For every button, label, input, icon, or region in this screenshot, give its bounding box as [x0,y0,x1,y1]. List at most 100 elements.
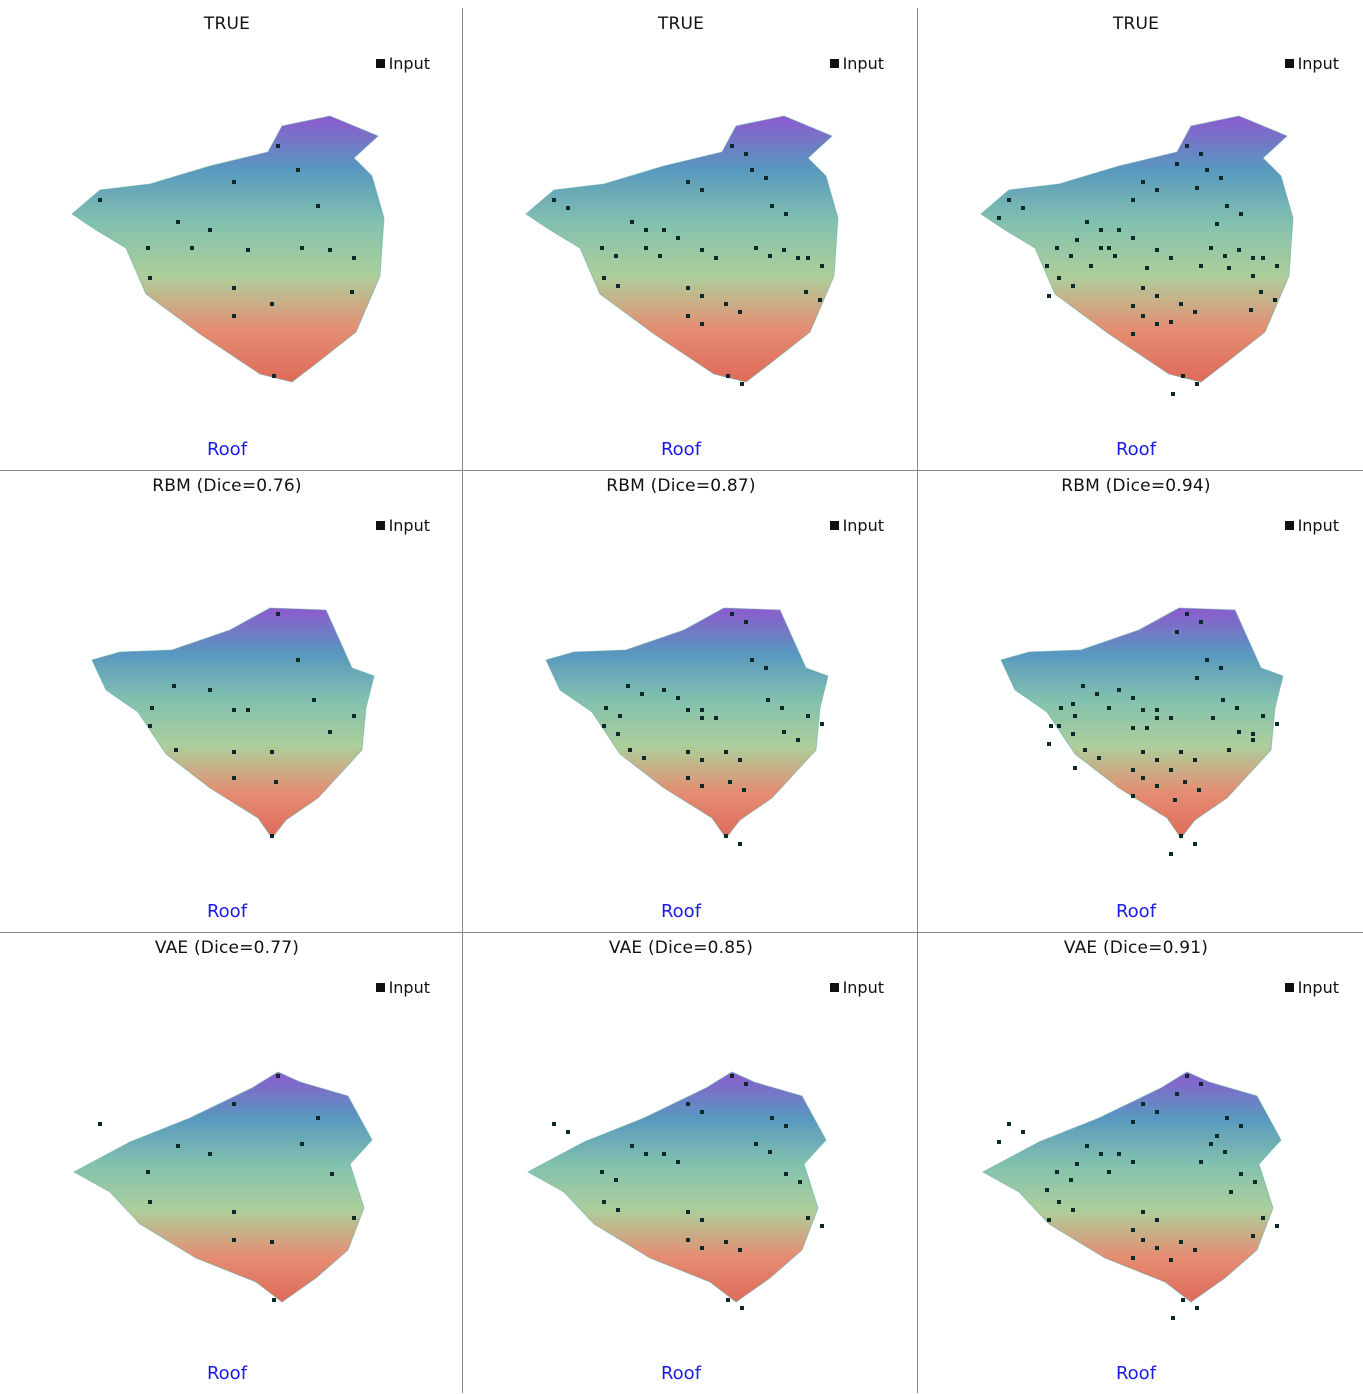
atrium-surface [980,115,1294,396]
input-point [1141,776,1145,780]
panel-rbm-2: RBM (Dice=0.87) Input Roof [454,470,908,932]
input-point [1223,1150,1227,1154]
input-point [1141,1102,1145,1106]
input-point [730,612,734,616]
input-point [150,706,154,710]
input-point [764,176,768,180]
input-point [1069,254,1073,258]
input-point [1251,1234,1255,1238]
input-point [1055,1170,1059,1174]
input-point [552,1122,556,1126]
input-point [1195,186,1199,190]
roof-label: Roof [206,901,248,922]
input-point [1229,1190,1233,1194]
input-point [232,1238,236,1242]
input-point [1171,392,1175,396]
input-point [1117,1152,1121,1156]
input-point [730,144,734,148]
input-point [676,1160,680,1164]
panel-grid: TRUE Input Roof TRUE Input Roof TRUE Inp… [0,8,1363,1393]
input-point [1131,198,1135,202]
input-point [806,714,810,718]
roof-label: Roof [1115,439,1157,460]
roof-label: Roof [660,901,702,922]
legend: Input [829,54,884,73]
input-point [1211,716,1215,720]
panel-true-3: TRUE Input Roof [909,8,1363,470]
input-point [724,834,728,838]
input-point [728,780,732,784]
input-point [1193,758,1197,762]
input-point [1185,1074,1189,1078]
input-point [686,180,690,184]
input-point [272,1298,276,1302]
input-point [700,1110,704,1114]
input-point [1131,1228,1135,1232]
input-point [1261,256,1265,260]
input-point [742,788,746,792]
input-point [1113,254,1117,258]
input-point [1199,152,1203,156]
input-point [738,310,742,314]
input-point [566,206,570,210]
legend: Input [1284,978,1339,997]
input-point [148,1200,152,1204]
input-point [1131,794,1135,798]
input-point [1141,180,1145,184]
input-point [1253,1180,1257,1184]
input-point [316,204,320,208]
input-point [1197,788,1201,792]
input-point [1251,256,1255,260]
panel-vae-2: VAE (Dice=0.85) Input Roof [454,932,908,1394]
input-point [820,722,824,726]
input-point [700,708,704,712]
input-point [616,284,620,288]
input-point [1141,314,1145,318]
legend-label: Input [388,978,430,997]
input-point [1021,206,1025,210]
panel-title: VAE (Dice=0.91) [1063,938,1209,958]
input-point [700,188,704,192]
input-point [1173,798,1177,802]
input-point [686,1210,690,1214]
input-point [1251,738,1255,742]
input-point [1169,1258,1173,1262]
input-point [724,750,728,754]
panel-title: RBM (Dice=0.76) [152,476,302,496]
input-point [1155,248,1159,252]
input-point [1179,302,1183,306]
input-point [330,1172,334,1176]
legend-marker-icon [375,521,385,530]
input-point [1239,212,1243,216]
input-point [1141,708,1145,712]
input-point [806,256,810,260]
legend-marker-icon [1284,59,1294,68]
input-point [768,1150,772,1154]
input-point [270,750,274,754]
input-point [782,730,786,734]
input-point [172,684,176,688]
input-point [296,168,300,172]
input-point [1209,246,1213,250]
panel-title: TRUE [203,14,251,34]
panel-title: TRUE [657,14,705,34]
input-point [1131,696,1135,700]
atrium-surface [71,115,385,383]
input-point [1237,248,1241,252]
input-point [316,1116,320,1120]
input-point [784,212,788,216]
input-point [270,1240,274,1244]
input-point [714,256,718,260]
input-point [1219,176,1223,180]
input-point [686,1102,690,1106]
input-point [820,264,824,268]
legend-marker-icon [829,521,839,530]
input-point [176,220,180,224]
input-point [798,1180,802,1184]
input-point [686,286,690,290]
input-point [1215,1134,1219,1138]
atrium-mesh [71,115,385,383]
input-point [1179,1240,1183,1244]
input-point [352,714,356,718]
legend-marker-icon [1284,521,1294,530]
